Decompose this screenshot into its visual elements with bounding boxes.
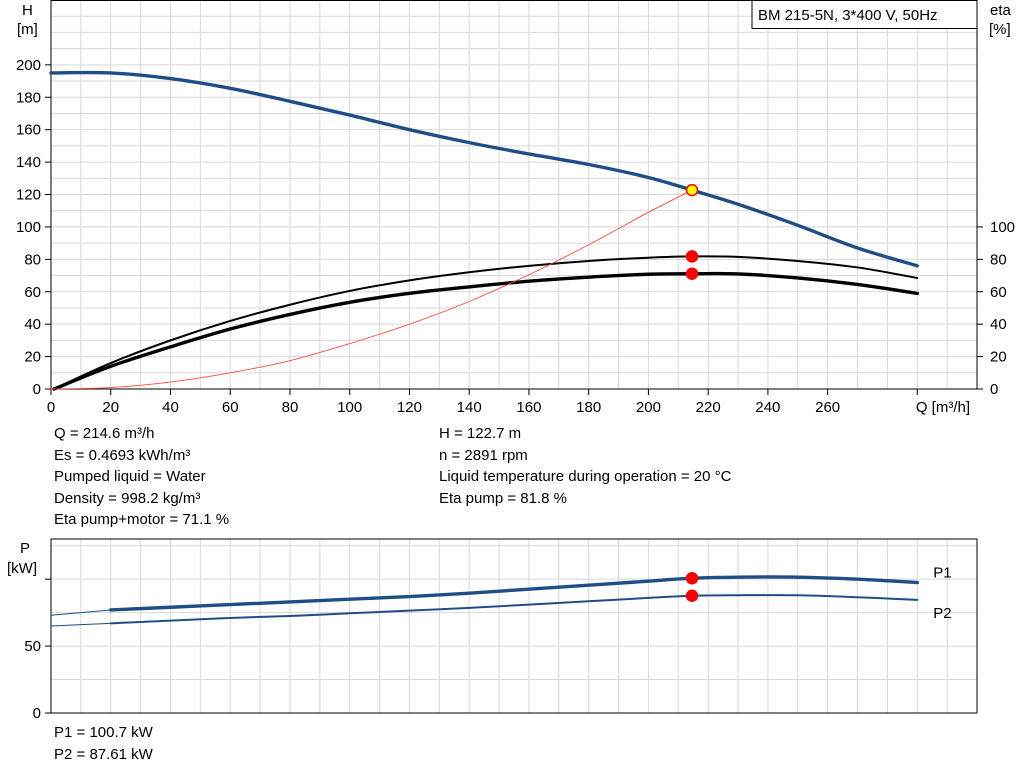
p2-value: P2 = 87.61 kW xyxy=(54,745,153,763)
P1-extension-line xyxy=(50,609,111,616)
P1-series-label: P1 xyxy=(933,565,951,582)
power-y-tick-label: 50 xyxy=(24,638,41,655)
eta-duty-point-marker xyxy=(685,250,699,263)
p1-value: P1 = 100.7 kW xyxy=(54,724,153,741)
x-tick-label: 140 xyxy=(457,399,482,416)
x-tick-label: 60 xyxy=(222,399,239,416)
x-tick-label: 200 xyxy=(636,399,661,416)
y-tick-label: 20 xyxy=(24,349,41,366)
x-tick-label: 240 xyxy=(755,399,780,416)
P2-extension-line xyxy=(50,622,111,627)
eta-duty-point-marker xyxy=(685,267,699,281)
P1-curve xyxy=(109,575,919,612)
x-tick-label: 260 xyxy=(815,399,840,416)
title-box xyxy=(751,0,978,29)
head-curve xyxy=(49,70,919,268)
y-tick-label: 100 xyxy=(16,219,41,236)
y-tick-label: 180 xyxy=(16,89,41,106)
power-duty-point-marker xyxy=(685,571,699,585)
y-tick-label: 160 xyxy=(16,122,41,139)
P2-series-label: P2 xyxy=(933,605,951,622)
y2-tick-label: 100 xyxy=(990,219,1015,236)
power-y-axis-label: P xyxy=(20,540,30,557)
specific-energy-value: Es = 0.4693 kWh/m³ xyxy=(54,446,191,464)
eta-pump-value: Eta pump = 81.8 % xyxy=(439,489,567,507)
y2-axis-label: eta xyxy=(990,2,1012,19)
duty-point-info-left: Q = 214.6 m³/h Es = 0.4693 kWh/m³ Pumped… xyxy=(54,423,229,531)
x-tick-label: 20 xyxy=(102,399,119,416)
y-axis-label: H xyxy=(22,2,33,19)
chart-title: BM 215-5N, 3*400 V, 50Hz xyxy=(758,7,938,24)
y2-tick-label: 20 xyxy=(990,349,1007,366)
y-tick-label: 120 xyxy=(16,187,41,204)
P2-curve xyxy=(109,594,919,625)
x-tick-label: 100 xyxy=(337,399,362,416)
y-tick-label: 80 xyxy=(24,251,41,268)
y-tick-label: 40 xyxy=(24,316,41,333)
y2-tick-label: 80 xyxy=(990,251,1007,268)
power-grid xyxy=(51,539,977,713)
head-value: H = 122.7 m xyxy=(439,425,522,442)
power-y-tick-label: 0 xyxy=(33,705,41,722)
flow-rate-value: Q = 214.6 m³/h xyxy=(54,425,155,442)
eta_total-curve xyxy=(52,271,919,391)
x-axis-label: Q [m³/h] xyxy=(916,399,970,416)
y2-tick-label: 60 xyxy=(990,284,1007,301)
power-point-info: P1 = 100.7 kW P2 = 87.61 kW xyxy=(54,722,153,765)
pumped-liquid-value: Pumped liquid = Water xyxy=(54,468,206,485)
x-tick-label: 0 xyxy=(47,399,55,416)
eta-pump-motor-value: Eta pump+motor = 71.1 % xyxy=(54,511,230,528)
y-tick-label: 60 xyxy=(24,284,41,301)
y2-axis-unit: [%] xyxy=(989,21,1011,38)
power-duty-point-marker xyxy=(685,589,699,602)
main-grid xyxy=(51,0,977,389)
x-tick-label: 220 xyxy=(696,399,721,416)
eta_pump-curve xyxy=(52,255,919,390)
x-tick-label: 180 xyxy=(576,399,601,416)
y-tick-label: 0 xyxy=(33,381,41,398)
y-tick-label: 200 xyxy=(16,57,41,74)
system-curve xyxy=(50,189,693,390)
liquid-temperature-value: Liquid temperature during operation = 20… xyxy=(439,468,732,485)
y2-tick-label: 40 xyxy=(990,316,1007,333)
x-tick-label: 40 xyxy=(162,399,179,416)
y-axis-unit: [m] xyxy=(17,21,38,38)
x-tick-label: 120 xyxy=(397,399,422,416)
y-tick-label: 140 xyxy=(16,154,41,171)
power-y-axis-unit: [kW] xyxy=(7,560,37,577)
head-duty-point-marker xyxy=(685,183,699,197)
density-value: Density = 998.2 kg/m³ xyxy=(54,489,201,507)
speed-value: n = 2891 rpm xyxy=(439,446,528,464)
duty-point-info-right: H = 122.7 m n = 2891 rpm Liquid temperat… xyxy=(439,423,731,509)
y2-tick-label: 0 xyxy=(990,381,998,398)
power-plot-frame xyxy=(50,538,978,714)
x-tick-label: 80 xyxy=(282,399,299,416)
x-tick-label: 160 xyxy=(516,399,541,416)
